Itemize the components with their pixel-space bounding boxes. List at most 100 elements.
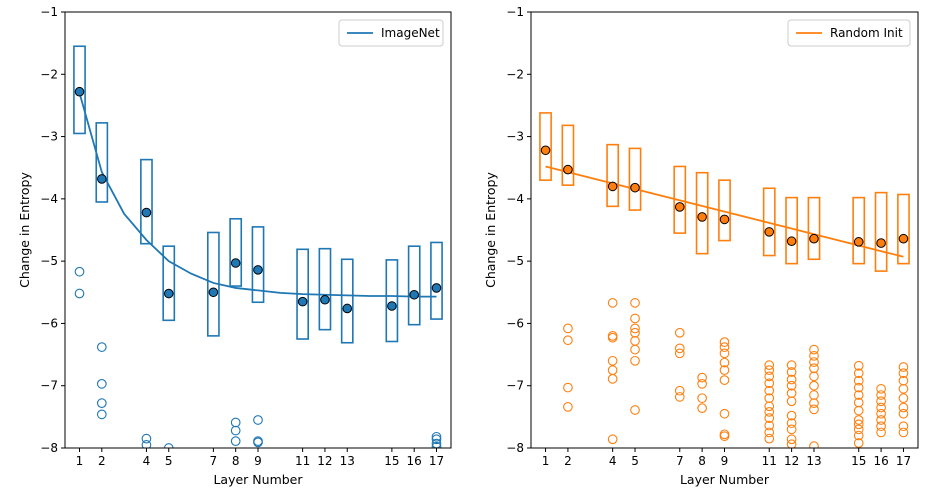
outlier-point bbox=[898, 362, 909, 372]
outlier-point bbox=[630, 313, 640, 324]
outlier-point bbox=[809, 357, 819, 367]
outlier-point bbox=[809, 363, 819, 374]
outlier-point bbox=[786, 367, 797, 377]
outlier-point bbox=[876, 383, 886, 394]
legend: ImageNet bbox=[338, 19, 444, 47]
outlier-point bbox=[764, 401, 775, 412]
outlier-point bbox=[786, 360, 797, 371]
outlier-point bbox=[141, 440, 152, 448]
median-point-layer-11 bbox=[764, 227, 775, 237]
median-point-layer-7 bbox=[674, 202, 685, 212]
plot-area bbox=[73, 45, 443, 448]
box-layer-17 bbox=[897, 193, 910, 265]
outlier-point bbox=[96, 409, 107, 420]
legend-box bbox=[338, 19, 444, 47]
outlier-point bbox=[96, 378, 107, 389]
x-tick-label: 5 bbox=[631, 454, 639, 468]
outlier-point bbox=[563, 335, 573, 346]
outlier-point bbox=[876, 402, 886, 413]
outlier-point bbox=[141, 433, 152, 444]
outlier-point bbox=[898, 402, 909, 413]
box-layer-4 bbox=[140, 158, 153, 245]
outlier-point bbox=[764, 378, 775, 389]
median-point-layer-7 bbox=[208, 287, 219, 298]
outlier-point bbox=[764, 371, 775, 382]
box-layer-2 bbox=[95, 122, 109, 203]
outlier-point bbox=[853, 382, 864, 393]
outlier-point bbox=[674, 343, 685, 354]
median-point-layer-8 bbox=[697, 212, 707, 222]
outlier-point bbox=[786, 424, 797, 435]
x-tick-label: 2 bbox=[98, 454, 106, 468]
outlier-point bbox=[719, 429, 730, 440]
outlier-point bbox=[853, 360, 864, 371]
outlier-point bbox=[607, 331, 618, 341]
outlier-point bbox=[431, 441, 442, 448]
outlier-point bbox=[853, 438, 864, 448]
y-tick-label: −6 bbox=[506, 316, 524, 330]
outlier-point bbox=[809, 380, 819, 391]
box-layer-5 bbox=[628, 147, 642, 211]
outlier-point bbox=[674, 348, 685, 359]
x-tick-label: 7 bbox=[676, 454, 684, 468]
x-tick-label: 12 bbox=[784, 454, 799, 468]
y-tick-label: −2 bbox=[506, 67, 524, 81]
outlier-point bbox=[764, 420, 775, 431]
box-layer-9 bbox=[251, 226, 265, 304]
outlier-point bbox=[630, 298, 640, 308]
outlier-point bbox=[563, 402, 573, 412]
outlier-point bbox=[853, 430, 864, 441]
outlier-point bbox=[898, 427, 909, 438]
outlier-point bbox=[809, 398, 819, 409]
plot-area bbox=[539, 112, 910, 448]
outlier-point bbox=[253, 437, 263, 448]
outlier-point bbox=[719, 342, 730, 352]
x-tick-label: 1 bbox=[542, 454, 550, 468]
outlier-point bbox=[809, 441, 819, 448]
outlier-point bbox=[786, 410, 797, 421]
median-point-layer-9 bbox=[719, 214, 730, 225]
outlier-point bbox=[630, 405, 640, 415]
outlier-point bbox=[719, 357, 730, 368]
outlier-point bbox=[607, 332, 618, 343]
outlier-point bbox=[630, 336, 640, 346]
y-axis-label: Change in Entropy bbox=[483, 172, 498, 288]
y-tick-label: −1 bbox=[40, 5, 58, 19]
median-point-layer-12 bbox=[320, 294, 330, 305]
x-axis-label: Layer Number bbox=[213, 472, 303, 487]
box-layer-2 bbox=[561, 124, 575, 186]
outlier-point bbox=[809, 350, 819, 361]
box-layer-17 bbox=[430, 241, 443, 320]
outlier-point bbox=[809, 390, 819, 400]
y-tick-label: −3 bbox=[506, 130, 524, 144]
x-tick-label: 7 bbox=[210, 454, 218, 468]
outlier-point bbox=[431, 431, 442, 442]
median-point-layer-1 bbox=[540, 145, 551, 156]
outlier-point bbox=[719, 365, 730, 375]
x-tick-label: 9 bbox=[721, 454, 729, 468]
outlier-point bbox=[719, 375, 730, 385]
outlier-point bbox=[809, 371, 819, 382]
outlier-point bbox=[697, 393, 707, 404]
x-tick-label: 15 bbox=[851, 454, 866, 468]
median-point-layer-4 bbox=[607, 181, 618, 192]
axes-frame bbox=[530, 11, 919, 449]
panel-random-init: −8−7−6−5−4−3−2−11 2 4 5 7 8 9 11 12 13 15 16 17Layer… bbox=[483, 5, 919, 487]
median-point-layer-15 bbox=[853, 237, 864, 247]
outlier-point bbox=[719, 337, 730, 347]
outlier-point bbox=[697, 403, 707, 413]
outlier-point bbox=[876, 427, 886, 438]
x-tick-label: 13 bbox=[340, 454, 355, 468]
outlier-point bbox=[719, 431, 730, 442]
box-layer-4 bbox=[606, 143, 620, 208]
median-point-layer-13 bbox=[342, 303, 353, 314]
box-layer-13 bbox=[807, 196, 821, 261]
outlier-point bbox=[764, 427, 775, 438]
box-layer-15 bbox=[852, 196, 866, 265]
outlier-point bbox=[607, 365, 618, 375]
outlier-point bbox=[563, 323, 573, 334]
outlier-point bbox=[674, 385, 685, 396]
outlier-point bbox=[74, 288, 85, 299]
outlier-point bbox=[697, 378, 707, 389]
